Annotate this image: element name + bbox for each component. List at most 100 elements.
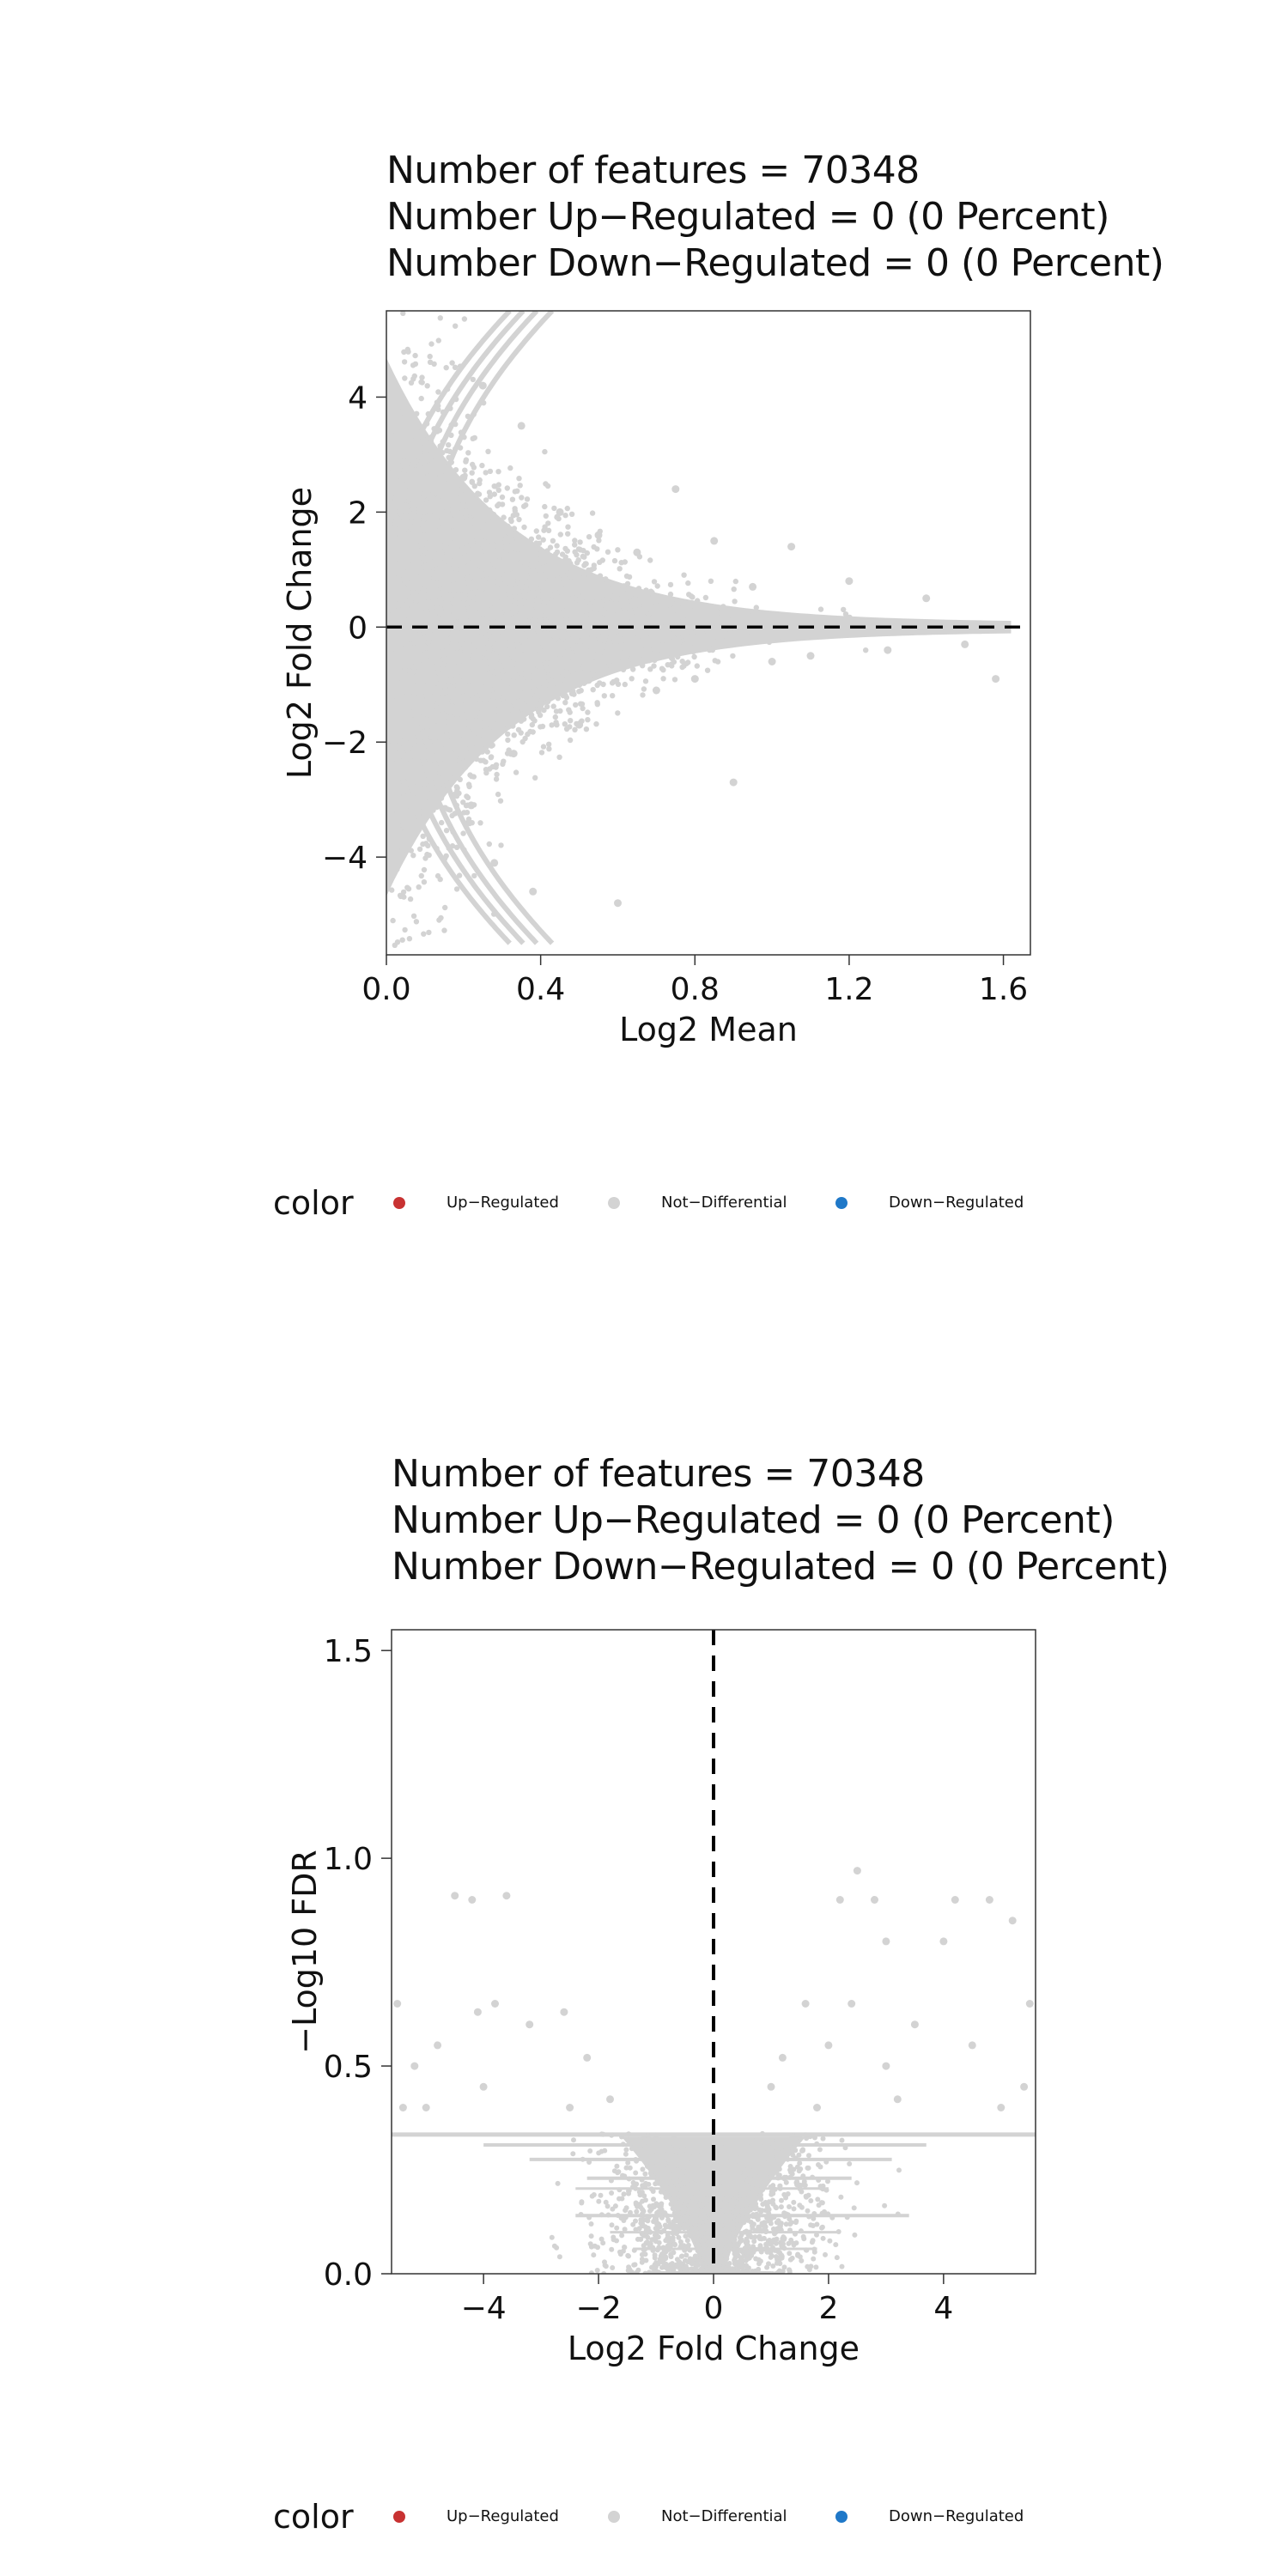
volcano-plot: −4 −2 0 2 4 1.5 1.0 0.5 0.0 Log2 Fold Change −L… <box>286 1629 1036 2367</box>
data-point <box>801 2000 810 2008</box>
data-point <box>410 2062 419 2070</box>
plot-frame <box>386 310 1031 956</box>
data-point <box>768 658 776 665</box>
chart-title-line-1: Number of features = 70348 <box>392 1452 925 1496</box>
data-point <box>652 686 660 695</box>
data-point <box>749 582 757 591</box>
data-point <box>1008 1917 1017 1925</box>
data-point <box>690 675 699 683</box>
data-point <box>968 2041 976 2050</box>
ma-plot: 0.0 0.4 0.8 1.2 1.6 4 2 0 −2 −4 Log2 Mean Log2 F… <box>281 310 1031 1048</box>
x-tick-label: 0 <box>704 2291 724 2326</box>
legend-dot-icon <box>608 2511 620 2523</box>
data-point <box>614 899 622 908</box>
y-tick-label: 1.0 <box>324 1842 373 1877</box>
legend-dot-icon <box>608 1197 620 1209</box>
y-axis: 4 2 0 −2 −4 <box>322 380 386 876</box>
x-tick-label: −2 <box>576 2291 622 2326</box>
x-tick-label: −4 <box>461 2291 507 2326</box>
legend-label: Down−Regulated <box>889 1194 1024 1212</box>
data-point <box>813 2104 821 2111</box>
data-point <box>422 2104 430 2111</box>
data-point <box>468 1896 477 1904</box>
legend-dot-icon <box>393 2511 405 2523</box>
data-point <box>526 2020 534 2029</box>
chart-title-line-2: Number Up−Regulated = 0 (0 Percent) <box>386 195 1109 239</box>
data-point <box>882 1937 890 1946</box>
volcano-points <box>393 1867 1034 2111</box>
data-point <box>985 1896 993 1904</box>
data-point <box>583 2053 592 2062</box>
y-tick-label: −2 <box>322 726 368 761</box>
data-point <box>787 543 796 551</box>
data-point <box>729 778 738 787</box>
data-point <box>871 1896 878 1904</box>
x-tick-label: 1.6 <box>979 972 1028 1007</box>
legend-dot-icon <box>835 2511 848 2523</box>
data-point <box>882 2062 890 2070</box>
x-tick-label: 0.0 <box>361 972 410 1007</box>
legend-title: color <box>273 1184 354 1222</box>
y-axis-label: Log2 Fold Change <box>281 487 319 779</box>
data-point <box>594 531 603 539</box>
volcano-plot-panel: Number of features = 70348 Number Up−Reg… <box>0 1288 1288 2576</box>
data-point <box>922 594 931 603</box>
data-point <box>961 640 969 648</box>
data-point <box>479 2082 488 2091</box>
chart-title-line-3: Number Down−Regulated = 0 (0 Percent) <box>392 1545 1170 1589</box>
data-point <box>1020 2082 1029 2091</box>
legend-label: Not−Differential <box>661 1194 787 1212</box>
data-point <box>845 577 854 586</box>
data-point <box>835 1896 844 1904</box>
data-point <box>710 537 719 545</box>
data-point <box>478 381 487 390</box>
data-point <box>398 2104 407 2111</box>
legend-label: Down−Regulated <box>889 2507 1024 2525</box>
ma-plot-panel: Number of features = 70348 Number Up−Reg… <box>273 149 1164 1222</box>
y-axis: 1.5 1.0 0.5 0.0 <box>324 1634 392 2293</box>
data-point <box>560 2008 568 2016</box>
data-point <box>509 750 518 758</box>
legend-label: Not−Differential <box>661 2507 787 2525</box>
x-axis-label: Log2 Mean <box>619 1011 798 1048</box>
ma-point-cloud <box>386 311 1012 949</box>
chart-title-line-3: Number Down−Regulated = 0 (0 Percent) <box>386 241 1164 285</box>
x-tick-label: 1.2 <box>824 972 873 1007</box>
data-point <box>413 714 422 723</box>
data-point <box>997 2104 1005 2111</box>
y-axis-label: −Log10 FDR <box>286 1850 324 2054</box>
chart-title-line-1: Number of features = 70348 <box>386 149 920 192</box>
data-point <box>451 1892 459 1900</box>
x-axis: 0.0 0.4 0.8 1.2 1.6 <box>361 955 1028 1007</box>
data-point <box>498 560 507 568</box>
chart-title-line-2: Number Up−Regulated = 0 (0 Percent) <box>392 1498 1115 1542</box>
data-point <box>393 2000 402 2008</box>
data-point <box>517 422 526 430</box>
data-point <box>633 548 641 556</box>
data-point <box>910 2020 919 2029</box>
data-point <box>467 801 476 810</box>
y-tick-label: 0.0 <box>324 2257 373 2293</box>
data-point <box>434 2041 442 2050</box>
data-point <box>440 543 448 551</box>
data-point <box>556 507 564 516</box>
ma-points <box>402 381 1000 908</box>
data-point <box>893 2095 902 2104</box>
data-point <box>537 571 545 580</box>
legend-label: Up−Regulated <box>447 1194 559 1212</box>
data-point <box>824 2041 833 2050</box>
data-point <box>421 439 429 447</box>
legend-label: Up−Regulated <box>447 2507 559 2525</box>
y-tick-label: 1.5 <box>324 1634 373 1669</box>
data-point <box>529 887 538 896</box>
data-point <box>951 1896 959 1904</box>
x-axis: −4 −2 0 2 4 <box>461 2274 953 2326</box>
data-point <box>671 485 680 494</box>
data-point <box>992 675 1000 683</box>
data-point <box>428 790 437 798</box>
data-point <box>491 2000 499 2008</box>
data-point <box>884 646 892 654</box>
data-point <box>853 1867 861 1875</box>
data-point <box>806 652 815 660</box>
legend-dot-icon <box>393 1197 405 1209</box>
